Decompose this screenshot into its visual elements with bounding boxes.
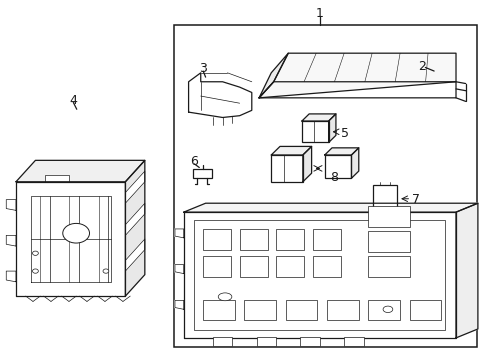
Bar: [368, 256, 409, 277]
Bar: [300, 337, 319, 346]
Polygon shape: [125, 160, 144, 296]
Text: 4: 4: [69, 94, 77, 107]
Polygon shape: [259, 82, 455, 98]
Text: 3: 3: [199, 62, 207, 75]
Polygon shape: [175, 265, 183, 274]
Polygon shape: [16, 182, 125, 296]
Bar: [372, 185, 396, 212]
Bar: [244, 300, 276, 320]
Ellipse shape: [62, 224, 89, 243]
Bar: [271, 155, 302, 182]
Polygon shape: [125, 171, 144, 203]
Polygon shape: [125, 203, 144, 235]
Text: 2: 2: [417, 60, 425, 73]
Text: 6: 6: [190, 155, 198, 168]
Ellipse shape: [382, 306, 392, 312]
Ellipse shape: [32, 251, 38, 255]
Bar: [368, 206, 409, 227]
Polygon shape: [175, 300, 183, 309]
Polygon shape: [188, 73, 251, 117]
Bar: [239, 229, 267, 250]
Polygon shape: [6, 235, 16, 246]
Bar: [285, 300, 317, 320]
Polygon shape: [125, 239, 144, 271]
Bar: [312, 229, 340, 250]
Bar: [276, 256, 304, 277]
Text: 1: 1: [315, 7, 323, 20]
Polygon shape: [175, 229, 183, 238]
Polygon shape: [259, 53, 287, 98]
Bar: [324, 155, 351, 178]
Polygon shape: [351, 148, 358, 178]
Polygon shape: [183, 203, 477, 212]
Polygon shape: [45, 175, 69, 182]
Polygon shape: [324, 148, 358, 155]
Polygon shape: [455, 203, 477, 338]
Bar: [276, 229, 304, 250]
Polygon shape: [183, 212, 455, 338]
Bar: [256, 337, 276, 346]
Bar: [368, 231, 409, 252]
Bar: [301, 121, 328, 143]
Text: 7: 7: [411, 193, 419, 206]
Bar: [312, 256, 340, 277]
Polygon shape: [16, 160, 144, 182]
Polygon shape: [6, 271, 16, 282]
Bar: [368, 300, 399, 320]
Bar: [212, 337, 232, 346]
Bar: [193, 169, 211, 178]
Bar: [239, 256, 267, 277]
Ellipse shape: [32, 269, 38, 273]
Polygon shape: [271, 147, 311, 155]
Ellipse shape: [218, 293, 231, 301]
Bar: [203, 229, 231, 250]
Text: 5: 5: [340, 127, 348, 140]
Bar: [344, 337, 363, 346]
Ellipse shape: [103, 269, 109, 273]
Polygon shape: [259, 53, 455, 98]
Bar: [194, 220, 445, 330]
Polygon shape: [6, 200, 16, 210]
Bar: [409, 300, 441, 320]
Bar: [174, 24, 476, 347]
Polygon shape: [301, 114, 335, 121]
Bar: [203, 256, 231, 277]
Text: 8: 8: [330, 171, 338, 184]
Polygon shape: [328, 114, 335, 143]
Polygon shape: [302, 147, 311, 182]
Bar: [326, 300, 358, 320]
Bar: [203, 300, 234, 320]
